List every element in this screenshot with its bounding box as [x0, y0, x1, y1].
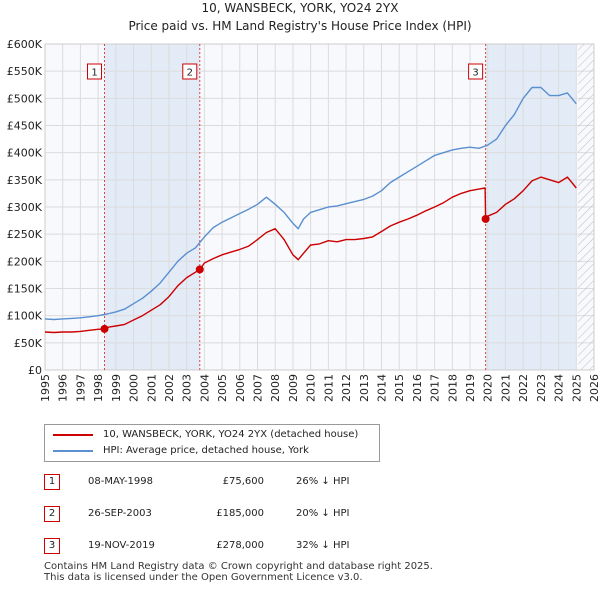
x-tick-label: 2006 — [234, 374, 247, 402]
x-tick-label: 1998 — [92, 374, 105, 402]
y-tick-label: £100K — [7, 310, 43, 323]
x-tick-label: 2022 — [517, 374, 530, 402]
x-tick-label: 2011 — [322, 374, 335, 402]
sale-date: 26-SEP-2003 — [88, 508, 152, 519]
x-tick-label: 2000 — [128, 374, 141, 402]
x-tick-label: 2023 — [535, 374, 548, 402]
y-tick-label: £250K — [7, 228, 43, 241]
sale-label-number: 1 — [91, 68, 97, 79]
x-tick-label: 2014 — [375, 374, 388, 402]
legend-item-property: 10, WANSBECK, YORK, YO24 2YX (detached h… — [53, 428, 358, 442]
y-tick-label: £300K — [7, 201, 43, 214]
sale-price: £185,000 — [216, 508, 264, 519]
x-tick-label: 2013 — [358, 374, 371, 402]
sale-label-box — [87, 63, 103, 80]
x-tick-label: 1996 — [57, 374, 70, 402]
legend-label-hpi: HPI: Average price, detached house, York — [103, 445, 309, 456]
x-tick-label: 2015 — [393, 374, 406, 402]
x-tick-label: 2020 — [482, 374, 495, 402]
x-tick-label: 2017 — [429, 374, 442, 402]
y-tick-label: £0 — [28, 364, 42, 377]
x-tick-label: 2008 — [269, 374, 282, 402]
sale-date: 08-MAY-1998 — [88, 476, 154, 487]
x-tick-label: 2025 — [570, 374, 583, 402]
x-tick-label: 2026 — [588, 374, 600, 402]
x-tick-label: 2003 — [181, 374, 194, 402]
sale-hpi-diff: 26% ↓ HPI — [296, 476, 350, 487]
x-tick-label: 2001 — [145, 374, 158, 402]
sale-number-badge: 3 — [44, 538, 60, 554]
x-tick-label: 2005 — [216, 374, 229, 402]
y-tick-label: £450K — [7, 120, 43, 133]
sale-date: 19-NOV-2019 — [88, 540, 155, 551]
sale-price: £278,000 — [216, 540, 264, 551]
sale-row: 2 26-SEP-2003 £185,000 20% ↓ HPI — [44, 506, 384, 524]
x-tick-label: 1999 — [110, 374, 123, 402]
y-tick-label: £600K — [7, 38, 43, 51]
footer-attribution: Contains HM Land Registry data © Crown c… — [44, 561, 433, 583]
sale-label-box — [182, 63, 198, 80]
y-tick-label: £400K — [7, 147, 43, 160]
sale-label-box — [468, 63, 484, 80]
chart-subtitle: Price paid vs. HM Land Registry's House … — [128, 19, 471, 33]
legend-swatch-property — [53, 434, 93, 436]
sale-label-number: 2 — [187, 68, 193, 79]
x-tick-label: 2016 — [411, 374, 424, 402]
sale-row: 1 08-MAY-1998 £75,600 26% ↓ HPI — [44, 474, 384, 492]
legend-label-property: 10, WANSBECK, YORK, YO24 2YX (detached h… — [103, 429, 359, 440]
x-tick-label: 2004 — [198, 374, 211, 402]
x-tick-label: 1997 — [74, 374, 87, 402]
y-tick-label: £200K — [7, 255, 43, 268]
x-tick-label: 2007 — [252, 374, 265, 402]
x-tick-label: 2009 — [287, 374, 300, 402]
x-tick-label: 2012 — [340, 374, 353, 402]
sale-hpi-diff: 32% ↓ HPI — [296, 540, 350, 551]
future-hatch-region — [578, 44, 594, 370]
chart-legend: 10, WANSBECK, YORK, YO24 2YX (detached h… — [44, 424, 380, 462]
sale-number-badge: 2 — [44, 506, 60, 522]
sale-hpi-diff: 20% ↓ HPI — [296, 508, 350, 519]
hpi-series-line — [44, 86, 577, 321]
x-tick-label: 2018 — [446, 374, 459, 402]
x-tick-label: 2019 — [464, 374, 477, 402]
x-tick-label: 2021 — [499, 374, 512, 402]
x-tick-label: 1995 — [39, 374, 52, 402]
footer-line-2: This data is licensed under the Open Gov… — [44, 572, 363, 583]
sale-point — [195, 265, 204, 274]
y-tick-label: £500K — [7, 92, 43, 105]
y-tick-label: £50K — [14, 337, 43, 350]
legend-swatch-hpi — [53, 450, 93, 452]
x-tick-label: 2024 — [553, 374, 566, 402]
sale-price: £75,600 — [222, 476, 264, 487]
footer-line-1: Contains HM Land Registry data © Crown c… — [44, 561, 433, 572]
sale-point — [481, 214, 490, 223]
plot-border — [44, 43, 595, 371]
y-tick-label: £150K — [7, 283, 43, 296]
sale-label-number: 3 — [472, 68, 478, 79]
chart: 10, WANSBECK, YORK, YO24 2YX Price paid … — [7, 1, 600, 402]
y-tick-label: £350K — [7, 174, 43, 187]
x-tick-label: 2002 — [163, 374, 176, 402]
sale-row: 3 19-NOV-2019 £278,000 32% ↓ HPI — [44, 538, 384, 556]
legend-item-hpi: HPI: Average price, detached house, York — [53, 444, 309, 458]
sale-point — [100, 324, 109, 333]
y-tick-label: £550K — [7, 65, 43, 78]
chart-title: 10, WANSBECK, YORK, YO24 2YX — [202, 1, 399, 15]
sale-number-badge: 1 — [44, 474, 60, 490]
x-tick-label: 2010 — [305, 374, 318, 402]
